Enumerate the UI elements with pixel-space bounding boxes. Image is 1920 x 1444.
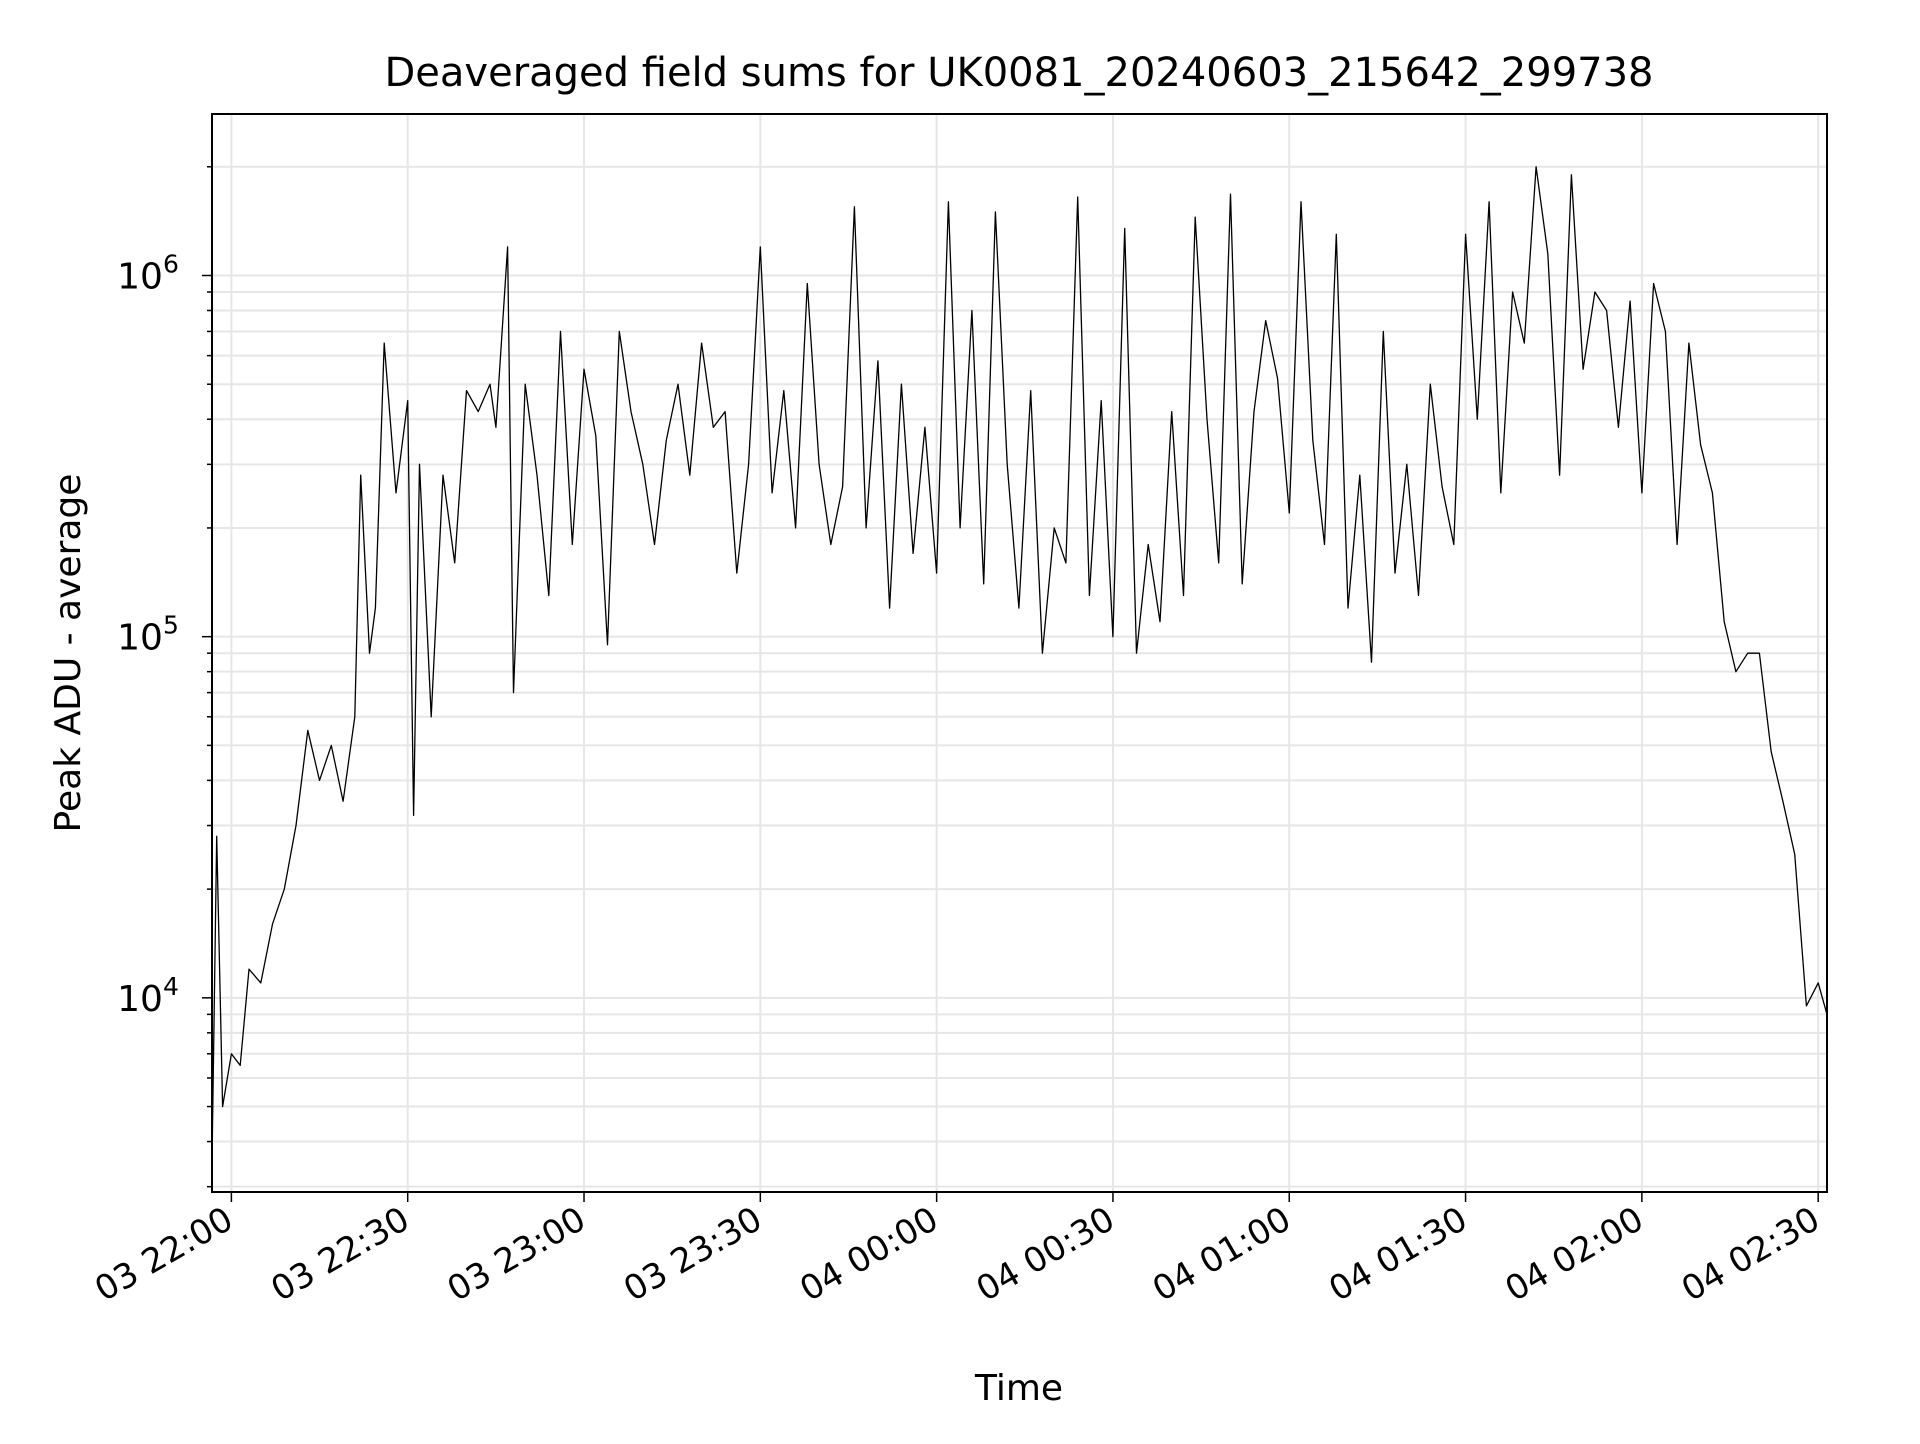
- grid-layer: [212, 114, 1827, 1192]
- y-axis-label: Peak ADU - average: [48, 474, 89, 833]
- series-line: [211, 166, 1828, 1163]
- chart-title: Deaveraged field sums for UK0081_2024060…: [384, 50, 1653, 96]
- y-tick-label: 105: [117, 611, 179, 659]
- x-axis-label: Time: [974, 1368, 1063, 1409]
- y-tick-label: 104: [117, 972, 179, 1020]
- y-tick-label: 106: [117, 249, 179, 297]
- line-layer: [211, 166, 1828, 1163]
